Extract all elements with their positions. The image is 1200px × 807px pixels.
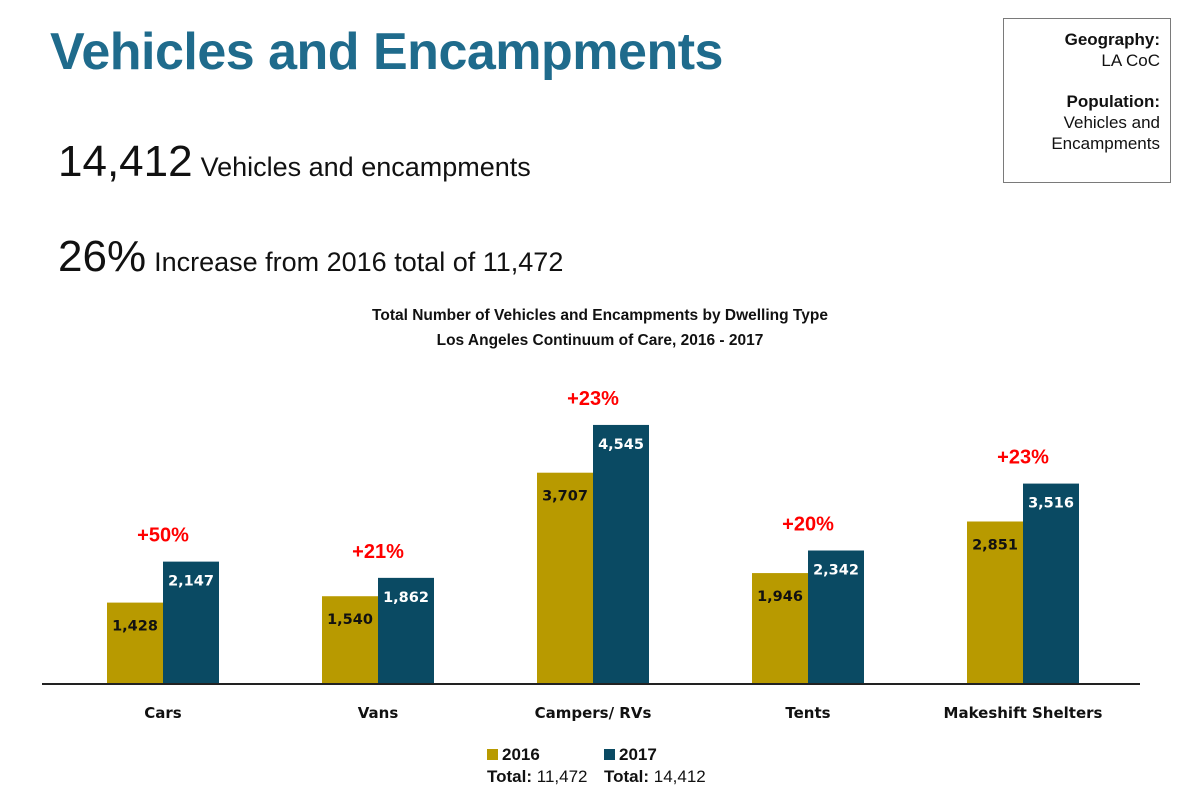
data-label-2016-vans: 1,540	[327, 612, 373, 628]
increase-stat: 26% Increase from 2016 total of 11,472	[58, 232, 563, 282]
category-label-makeshift-shelters: Makeshift Shelters	[944, 704, 1103, 722]
legend-swatch-2016	[487, 749, 498, 760]
bar-2017-campers-rvs	[593, 424, 649, 684]
category-label-campers-rvs: Campers/ RVs	[535, 704, 652, 722]
legend-swatch-2017	[604, 749, 615, 760]
data-label-2017-cars: 2,147	[168, 574, 214, 590]
data-label-2017-campers-rvs: 4,545	[598, 437, 644, 453]
change-label-makeshift-shelters: +23%	[997, 447, 1049, 469]
change-label-campers-rvs: +23%	[567, 388, 619, 410]
change-label-cars: +50%	[137, 525, 189, 547]
total-stat: 14,412 Vehicles and encampments	[58, 137, 531, 187]
bar-2017-vans	[378, 577, 434, 684]
population-value-line2: Encampments	[1051, 134, 1160, 153]
chart-subtitle: Los Angeles Continuum of Care, 2016 - 20…	[436, 332, 764, 349]
geography-label: Geography:	[1064, 30, 1160, 49]
geography-value: LA CoC	[1101, 51, 1160, 70]
bar-2016-cars	[107, 602, 163, 684]
legend-item-2016: 2016 Total: 11,472	[487, 745, 587, 787]
data-label-2016-makeshift-shelters: 2,851	[972, 537, 1018, 553]
legend-label-2017: 2017	[619, 745, 657, 764]
change-label-vans: +21%	[352, 541, 404, 563]
data-label-2017-tents: 2,342	[813, 563, 859, 579]
population-value-line1: Vehicles and	[1063, 113, 1160, 132]
category-label-vans: Vans	[358, 704, 399, 722]
increase-stat-text: Increase from 2016 total of 11,472	[154, 247, 564, 277]
data-label-2017-vans: 1,862	[383, 590, 429, 606]
data-label-2017-makeshift-shelters: 3,516	[1028, 496, 1074, 512]
bar-2016-campers-rvs	[537, 472, 593, 684]
chart-title: Total Number of Vehicles and Encampments…	[372, 307, 828, 324]
page-title: Vehicles and Encampments	[50, 23, 723, 81]
data-label-2016-tents: 1,946	[757, 589, 803, 605]
legend-total-2016: Total: 11,472	[487, 767, 588, 786]
legend-label-2016: 2016	[502, 745, 540, 764]
total-stat-text: Vehicles and encampments	[200, 152, 531, 182]
change-label-tents: +20%	[782, 514, 834, 536]
bar-2016-vans	[322, 596, 378, 684]
legend-total-2017: Total: 14,412	[604, 767, 706, 786]
category-label-tents: Tents	[785, 704, 830, 722]
data-label-2016-campers-rvs: 3,707	[542, 489, 588, 505]
bar-2016-makeshift-shelters	[967, 521, 1023, 684]
info-box: Geography: LA CoC Population: Vehicles a…	[1003, 18, 1171, 183]
bar-2017-tents	[808, 550, 864, 684]
bar-2016-tents	[752, 573, 808, 684]
total-stat-value: 14,412	[58, 137, 193, 186]
population-label: Population:	[1066, 92, 1160, 111]
bar-2017-cars	[163, 561, 219, 684]
increase-stat-value: 26%	[58, 232, 147, 281]
category-label-cars: Cars	[144, 704, 182, 722]
bar-2017-makeshift-shelters	[1023, 483, 1079, 684]
legend-item-2017: 2017 Total: 14,412	[604, 745, 706, 787]
data-label-2016-cars: 1,428	[112, 619, 158, 635]
